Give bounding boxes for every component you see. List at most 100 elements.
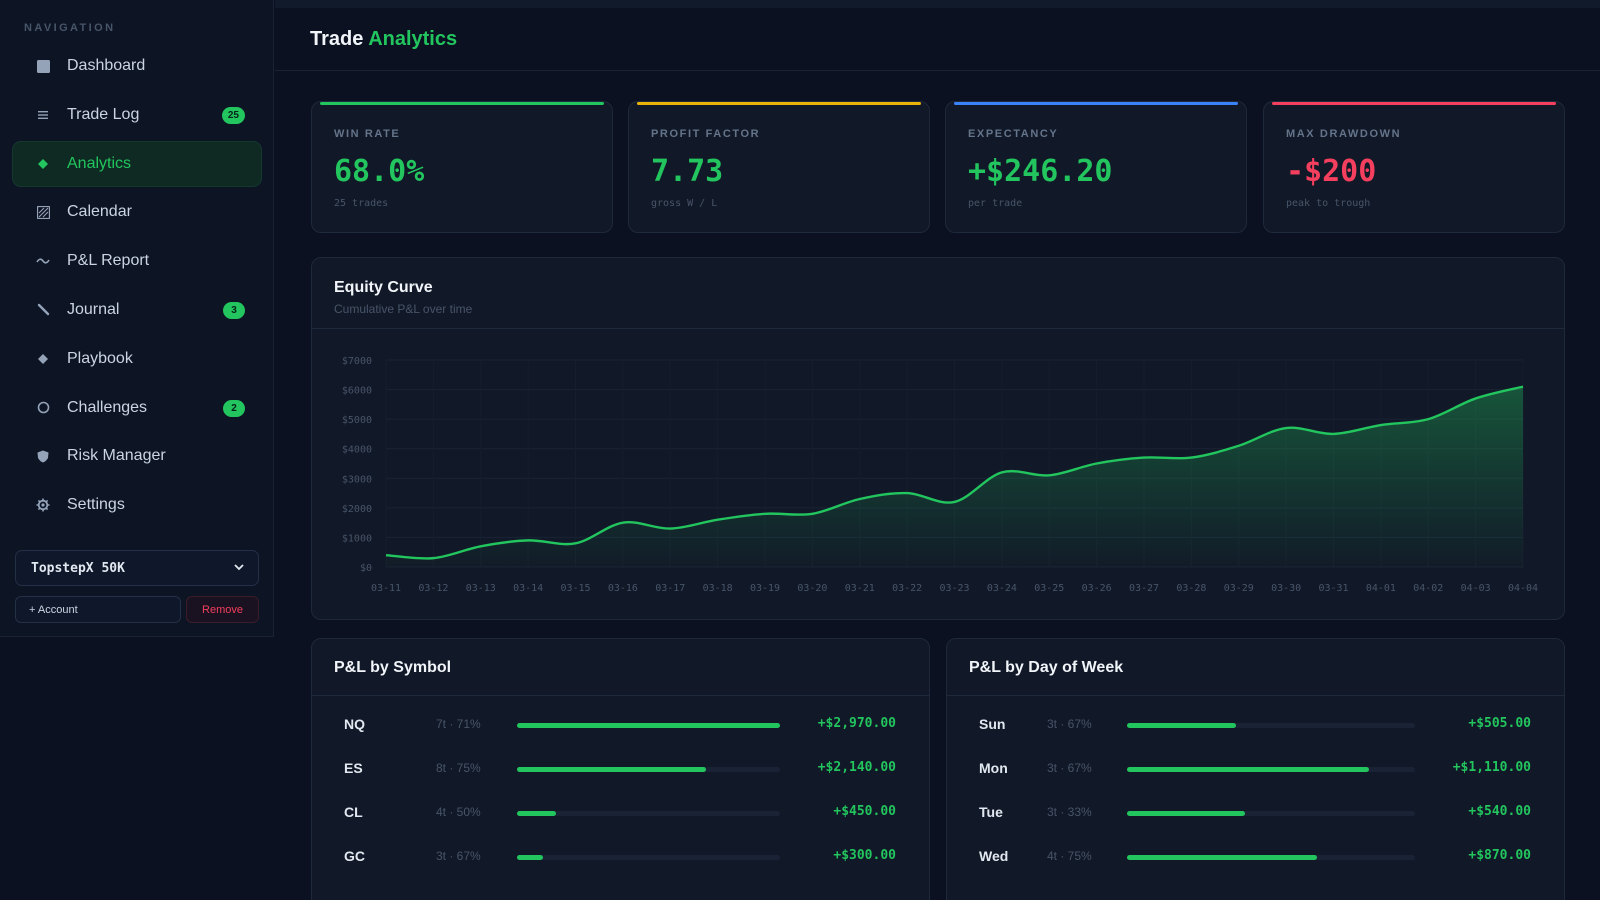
kpi-label: EXPECTANCY bbox=[968, 128, 1059, 140]
row-name: GC bbox=[344, 848, 365, 864]
sidebar-item-challenges[interactable]: Challenges 2 bbox=[12, 385, 262, 431]
pnl-bar-track bbox=[517, 855, 780, 860]
pnl-bar-fill bbox=[1127, 855, 1317, 860]
y-tick-label: $0 bbox=[360, 563, 372, 574]
count-badge: 3 bbox=[223, 301, 245, 319]
row-meta: 3t · 67% bbox=[436, 849, 481, 863]
row-name: Mon bbox=[979, 760, 1008, 776]
x-tick-label: 03-29 bbox=[1224, 583, 1254, 594]
row-meta: 3t · 67% bbox=[1047, 761, 1092, 775]
kpi-value: 68.0% bbox=[334, 154, 425, 189]
sidebar-item-p-l-report[interactable]: P&L Report bbox=[12, 238, 262, 284]
diamond-icon bbox=[35, 351, 51, 367]
row-value: +$300.00 bbox=[833, 848, 896, 863]
sidebar-item-label: Calendar bbox=[67, 203, 132, 221]
nav-heading: NAVIGATION bbox=[24, 22, 116, 34]
pnl-by-symbol-header: P&L by Symbol bbox=[312, 639, 929, 696]
x-tick-label: 03-30 bbox=[1271, 583, 1301, 594]
y-tick-label: $3000 bbox=[342, 474, 372, 485]
kpi-label: MAX DRAWDOWN bbox=[1286, 128, 1402, 140]
row-value: +$505.00 bbox=[1468, 716, 1531, 731]
page-title-main: Trade bbox=[310, 28, 364, 50]
sidebar-item-journal[interactable]: Journal 3 bbox=[12, 287, 262, 333]
row-meta: 3t · 33% bbox=[1047, 805, 1092, 819]
sidebar-item-label: Trade Log bbox=[67, 105, 140, 123]
equity-curve-title: Equity Curve bbox=[334, 279, 433, 296]
x-tick-label: 03-20 bbox=[797, 583, 827, 594]
x-tick-label: 03-24 bbox=[987, 583, 1017, 594]
kpi-subtext: 25 trades bbox=[334, 198, 389, 209]
kpi-value: 7.73 bbox=[651, 154, 724, 189]
pnl-bar-track bbox=[1127, 811, 1415, 816]
row-name: NQ bbox=[344, 716, 365, 732]
equity-curve-chart: $0 $1000 $2000 $3000 $4000 $5000 $6000 $7000 03-… bbox=[342, 356, 1538, 594]
row-meta: 4t · 75% bbox=[1047, 849, 1092, 863]
calendar-icon bbox=[35, 204, 51, 220]
account-select[interactable]: TopstepX 50K bbox=[15, 550, 259, 586]
kpi-accent-bar bbox=[954, 102, 1238, 105]
x-tick-label: 04-03 bbox=[1461, 583, 1491, 594]
sidebar-item-analytics[interactable]: Analytics bbox=[12, 140, 262, 187]
chevron-down-icon bbox=[234, 564, 244, 571]
row-name: Wed bbox=[979, 848, 1009, 864]
kpi-accent-bar bbox=[637, 102, 921, 105]
account-selected-label: TopstepX 50K bbox=[31, 560, 125, 576]
pnl-bar-fill bbox=[517, 767, 706, 772]
pnl-bar-fill bbox=[1127, 767, 1369, 772]
pencil-icon bbox=[35, 302, 51, 318]
count-badge: 25 bbox=[221, 106, 245, 124]
remove-account-button[interactable]: Remove bbox=[186, 596, 259, 623]
row-value: +$450.00 bbox=[833, 804, 896, 819]
kpi-subtext: gross W / L bbox=[651, 198, 718, 209]
kpi-card-win-rate: WIN RATE 68.0% 25 trades bbox=[311, 101, 613, 233]
pnl-bar-fill bbox=[517, 855, 543, 860]
kpi-subtext: peak to trough bbox=[1286, 198, 1371, 209]
wave-icon bbox=[35, 253, 51, 269]
gear-icon bbox=[35, 497, 51, 513]
list-item: ES 8t · 75% +$2,140.00 bbox=[312, 754, 929, 784]
sidebar-item-dashboard[interactable]: Dashboard bbox=[12, 43, 262, 89]
row-value: +$540.00 bbox=[1468, 804, 1531, 819]
list-icon bbox=[35, 107, 51, 123]
sidebar-item-label: Challenges bbox=[67, 398, 148, 416]
list-item: Sun 3t · 67% +$505.00 bbox=[947, 710, 1564, 740]
list-item: Tue 3t · 33% +$540.00 bbox=[947, 798, 1564, 828]
kpi-value: +$246.20 bbox=[968, 154, 1113, 189]
x-tick-label: 04-01 bbox=[1366, 583, 1396, 594]
kpi-card-profit-factor: PROFIT FACTOR 7.73 gross W / L bbox=[628, 101, 930, 233]
sidebar-item-label: Journal bbox=[67, 300, 120, 318]
equity-area bbox=[386, 386, 1523, 567]
count-badge: 2 bbox=[223, 399, 245, 417]
sidebar-item-label: Playbook bbox=[67, 349, 133, 367]
x-tick-label: 03-28 bbox=[1176, 583, 1206, 594]
y-tick-label: $7000 bbox=[342, 356, 372, 367]
circle-icon bbox=[35, 400, 51, 416]
row-meta: 3t · 67% bbox=[1047, 717, 1092, 731]
sidebar-item-playbook[interactable]: Playbook bbox=[12, 336, 262, 382]
kpi-value: -$200 bbox=[1286, 154, 1377, 189]
x-tick-label: 03-12 bbox=[418, 583, 448, 594]
pnl-bar-track bbox=[1127, 723, 1415, 728]
add-account-button[interactable]: + Account bbox=[15, 596, 181, 623]
sidebar-item-risk-manager[interactable]: Risk Manager bbox=[12, 433, 262, 479]
row-name: Sun bbox=[979, 716, 1006, 732]
kpi-card-max-drawdown: MAX DRAWDOWN -$200 peak to trough bbox=[1263, 101, 1565, 233]
x-tick-label: 03-31 bbox=[1318, 583, 1348, 594]
pnl-bar-track bbox=[1127, 855, 1415, 860]
kpi-label: WIN RATE bbox=[334, 128, 401, 140]
y-tick-label: $1000 bbox=[342, 533, 372, 544]
x-tick-label: 03-13 bbox=[466, 583, 496, 594]
row-meta: 7t · 71% bbox=[436, 717, 481, 731]
sidebar-item-settings[interactable]: Settings bbox=[12, 482, 262, 528]
y-tick-label: $6000 bbox=[342, 386, 372, 397]
x-tick-label: 03-18 bbox=[703, 583, 733, 594]
pnl-by-day-title: P&L by Day of Week bbox=[969, 659, 1124, 676]
sidebar-item-label: Risk Manager bbox=[67, 447, 166, 465]
x-tick-label: 03-16 bbox=[608, 583, 638, 594]
y-tick-label: $2000 bbox=[342, 504, 372, 515]
sidebar-item-trade-log[interactable]: Trade Log 25 bbox=[12, 92, 262, 138]
list-item: Wed 4t · 75% +$870.00 bbox=[947, 842, 1564, 872]
list-item: Mon 3t · 67% +$1,110.00 bbox=[947, 754, 1564, 784]
sidebar-item-calendar[interactable]: Calendar bbox=[12, 189, 262, 235]
pnl-bar-track bbox=[1127, 767, 1415, 772]
